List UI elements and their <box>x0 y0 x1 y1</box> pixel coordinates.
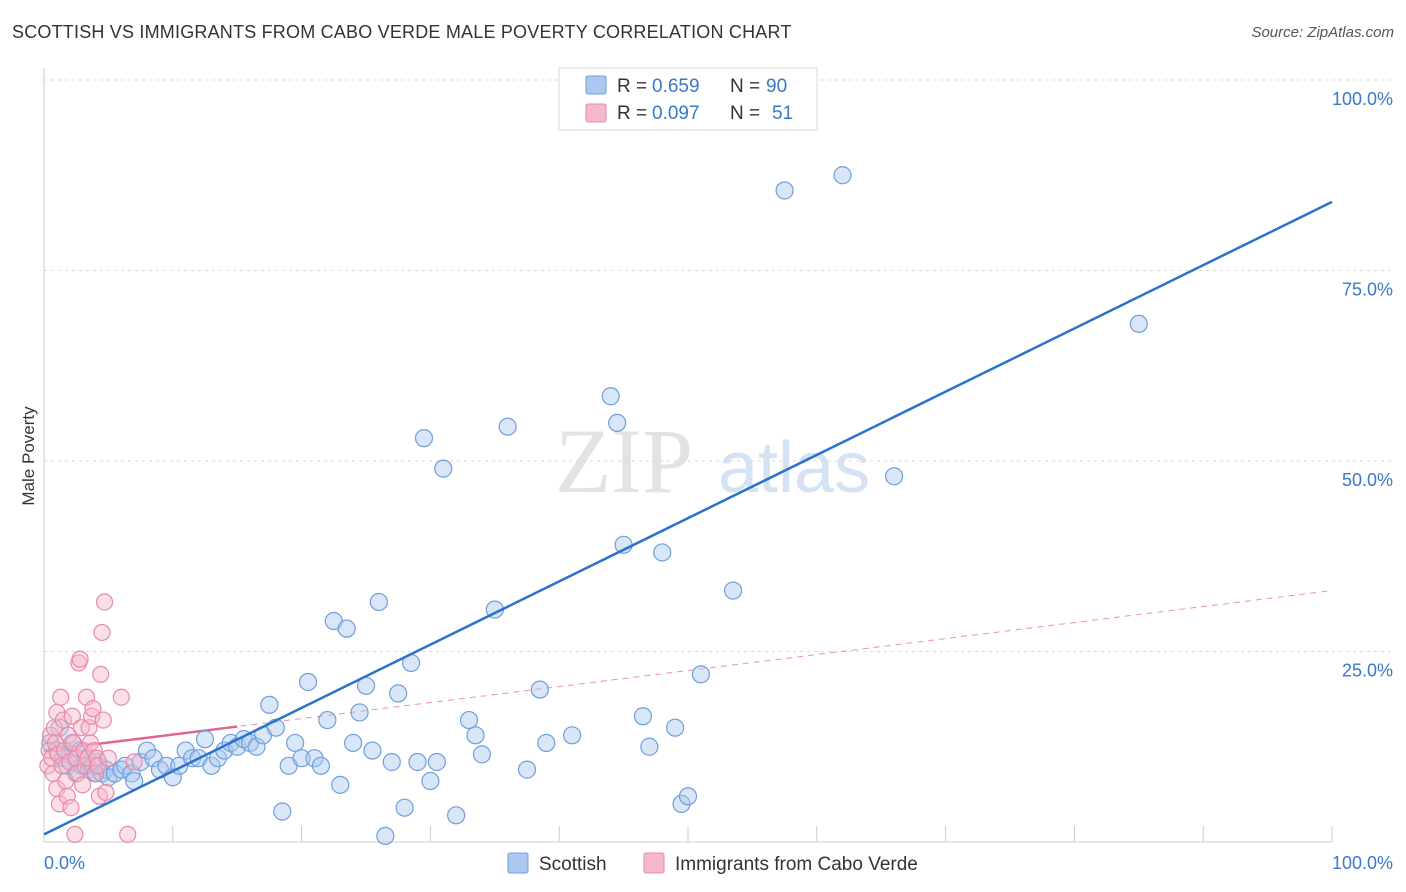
scottish-point <box>273 802 292 821</box>
scottish-point <box>723 581 743 600</box>
cabo-verde-point <box>62 799 80 817</box>
cabo-verde-point <box>92 665 110 683</box>
scottish-point <box>678 787 698 806</box>
legend-n-value-1: 90 <box>766 76 787 97</box>
legend-swatch-scottish <box>585 75 607 95</box>
scottish-trend-line <box>43 200 1333 836</box>
scottish-point <box>298 672 318 692</box>
scottish-point <box>666 718 685 737</box>
cabo-verde-point <box>94 711 112 729</box>
scottish-point <box>537 733 556 753</box>
cabo-verde-point <box>97 783 115 802</box>
scottish-point <box>137 741 157 760</box>
scottish-point <box>376 826 395 846</box>
scottish-point <box>247 737 266 756</box>
cabo-verde-point <box>71 650 89 668</box>
scottish-point <box>1129 314 1148 333</box>
scottish-point <box>498 417 517 436</box>
legend-n-label-1: N = <box>730 76 760 97</box>
stats-legend: R = 0.659 N = 90 R = 0.097 N = 51 <box>558 67 818 131</box>
y-tick-label: 25.0% <box>1342 661 1393 681</box>
chart-title: SCOTTISH VS IMMIGRANTS FROM CABO VERDE M… <box>12 22 792 42</box>
cabo-verde-point <box>112 688 130 706</box>
scottish-point <box>775 181 794 200</box>
x-tick-label-max: 100.0% <box>1332 853 1393 873</box>
cabo-verde-point <box>119 825 137 843</box>
y-tick-label: 100.0% <box>1332 89 1393 109</box>
bottom-legend-label-cabo-verde: Immigrants from Cabo Verde <box>675 854 918 875</box>
scottish-point <box>395 798 414 817</box>
scottish-point <box>382 752 401 772</box>
scottish-point <box>653 543 672 562</box>
scottish-point <box>311 756 331 775</box>
cabo-verde-point <box>84 700 102 718</box>
legend-r-value-1: 0.659 <box>652 76 700 97</box>
cabo-verde-point <box>66 825 84 843</box>
series-legend: Scottish Immigrants from Cabo Verde <box>507 852 918 875</box>
cabo-verde-point <box>54 711 72 729</box>
cabo-verde-point <box>93 623 111 642</box>
bottom-legend-label-scottish: Scottish <box>539 854 607 875</box>
cabo-verde-point <box>63 707 81 725</box>
scottish-point <box>344 733 363 753</box>
scottish-point <box>608 413 627 432</box>
cabo-verde-point <box>99 749 118 767</box>
scottish-point <box>389 684 408 703</box>
scottish-point <box>350 703 369 722</box>
scottish-point <box>434 459 453 478</box>
legend-swatch-cabo-verde <box>585 103 607 123</box>
scottish-point <box>640 737 659 756</box>
bottom-legend-swatch-scottish <box>507 852 529 874</box>
scottish-point <box>672 794 691 814</box>
scottish-point <box>195 730 215 749</box>
cabo-verde-point <box>125 753 143 771</box>
legend-n-label-2: N = <box>730 103 760 124</box>
scottish-point <box>427 752 446 772</box>
scottish-point <box>414 429 434 448</box>
legend-r-label-1: R = <box>617 76 647 97</box>
scottish-point <box>530 680 549 699</box>
scottish-point <box>459 710 479 730</box>
scottish-point <box>447 806 466 825</box>
scottish-point <box>472 745 492 764</box>
legend-n-value-2: 51 <box>772 103 793 124</box>
scottish-point <box>884 467 904 486</box>
scottish-point <box>260 695 279 714</box>
scottish-point <box>305 749 324 768</box>
scottish-point <box>331 775 350 794</box>
legend-r-value-2: 0.097 <box>652 103 700 124</box>
scottish-point <box>633 707 653 726</box>
scottish-point <box>691 665 710 684</box>
cabo-verde-point <box>52 688 70 706</box>
x-tick-label-min: 0.0% <box>44 853 85 873</box>
source-label: Source: ZipAtlas.com <box>1251 24 1394 41</box>
scottish-point <box>369 592 388 612</box>
cabo-verde-point <box>74 776 92 794</box>
cabo-verde-trend-dashed <box>43 590 1333 752</box>
scottish-point <box>421 771 440 791</box>
y-axis-label: Male Poverty <box>19 406 38 506</box>
y-tick-label: 50.0% <box>1342 470 1393 490</box>
scottish-point <box>363 741 382 760</box>
scottish-point <box>562 726 582 745</box>
scottish-point <box>408 752 427 772</box>
scottish-point <box>517 760 537 779</box>
scottish-point <box>286 733 305 753</box>
bottom-legend-swatch-cabo-verde <box>643 852 665 874</box>
scottish-point <box>466 726 485 745</box>
legend-r-label-2: R = <box>617 103 647 124</box>
y-tick-label: 75.0% <box>1342 280 1393 300</box>
scottish-point <box>318 710 337 730</box>
scottish-point <box>601 387 620 406</box>
cabo-verde-point <box>95 593 114 611</box>
scottish-point <box>292 749 311 768</box>
scottish-point <box>337 619 356 638</box>
scottish-point <box>202 756 221 775</box>
scottish-point <box>833 166 852 185</box>
